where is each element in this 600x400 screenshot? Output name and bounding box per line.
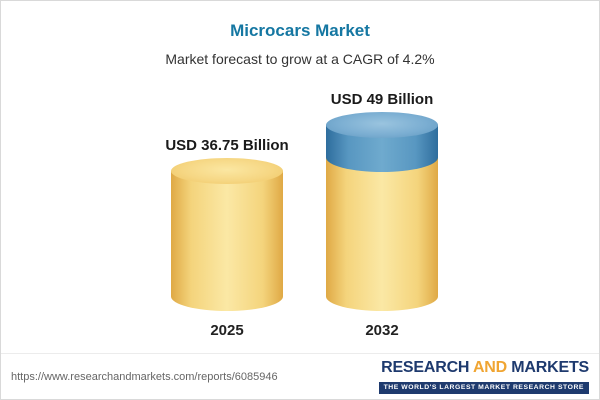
bar-2025: USD 36.75 Billion 2025 [165, 137, 288, 339]
research-and-markets-logo: RESEARCH AND MARKETS THE WORLD'S LARGEST… [378, 359, 589, 395]
bar-2032-growth-segment [326, 112, 438, 172]
footer: https://www.researchandmarkets.com/repor… [1, 353, 599, 399]
logo-word-and: AND [472, 358, 508, 376]
chart-title: Microcars Market [230, 21, 370, 40]
bar-2032-year-label: 2032 [365, 322, 399, 339]
bar-2025-year-label: 2025 [210, 322, 244, 339]
source-url-link[interactable]: https://www.researchandmarkets.com/repor… [11, 370, 278, 383]
bar-2025-top-ellipse [171, 158, 283, 184]
logo-wordmark: RESEARCH AND MARKETS [379, 359, 589, 377]
logo-tagline: THE WORLD'S LARGEST MARKET RESEARCH STOR… [378, 381, 589, 394]
bar-2032-value-label: USD 49 Billion [330, 91, 434, 108]
bar-2025-value-label: USD 36.75 Billion [165, 137, 289, 154]
chart-subtitle: Market forecast to grow at a CAGR of 4.2… [165, 51, 435, 67]
bar-2032-top-ellipse [326, 112, 438, 138]
logo-word-markets: MARKETS [511, 358, 589, 376]
logo-word-research: RESEARCH [381, 358, 470, 376]
bar-2025-body [171, 171, 283, 311]
bar-2032: USD 49 Billion 2032 [326, 91, 438, 339]
